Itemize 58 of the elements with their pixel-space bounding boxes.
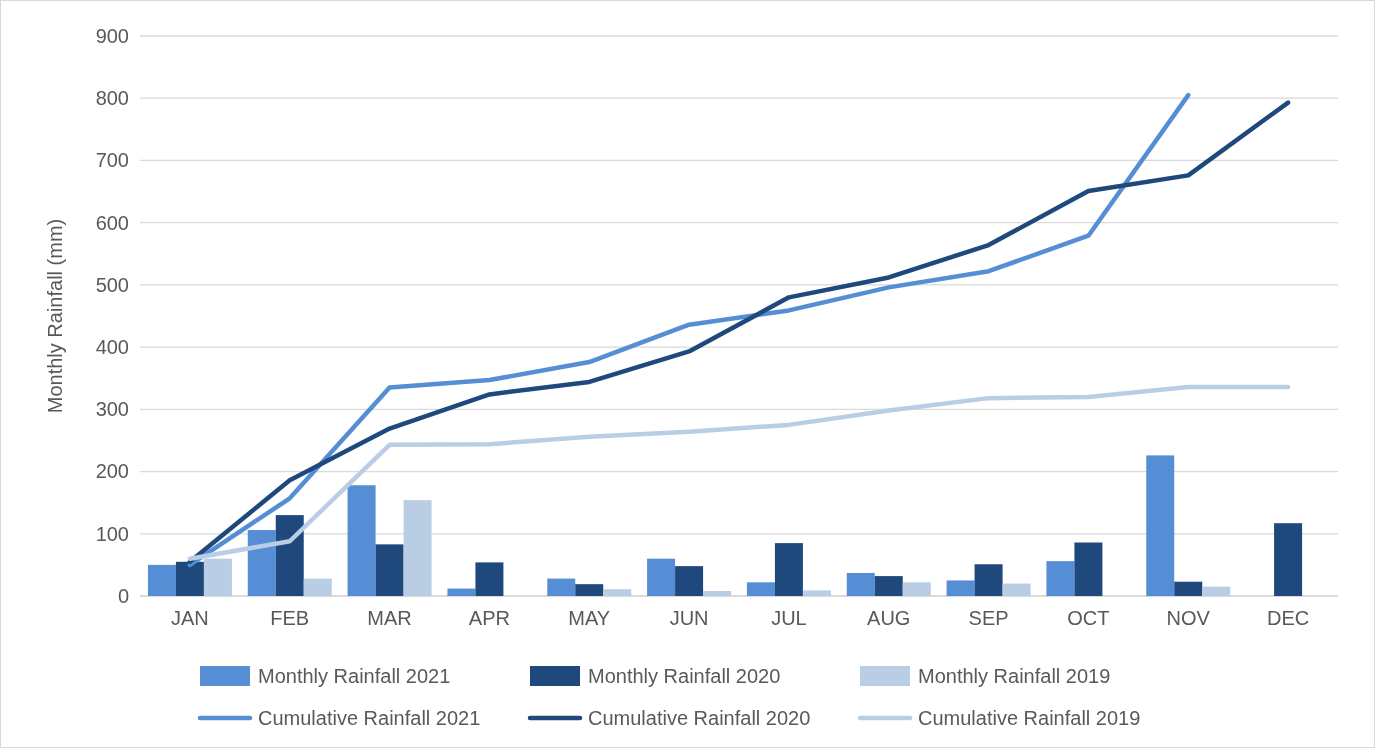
legend-label: Cumulative Rainfall 2019 (918, 707, 1141, 729)
x-tick-label: AUG (867, 607, 911, 629)
y-axis-title: Monthly Rainfall (mm) (44, 218, 66, 414)
bar (1002, 583, 1031, 596)
x-tick-label: OCT (1067, 607, 1110, 629)
bar (874, 576, 903, 596)
x-tick-label: DEC (1266, 607, 1310, 629)
y-tick-label: 900 (95, 24, 129, 47)
x-tick-label: JUL (771, 607, 807, 629)
bar (675, 566, 704, 596)
y-tick-label: 500 (95, 273, 129, 296)
x-tick-label: SEP (968, 607, 1009, 629)
bar (303, 578, 332, 596)
bar (147, 564, 176, 596)
x-tick-label: JUN (669, 607, 709, 629)
y-tick-label: 300 (95, 398, 129, 421)
bar (347, 485, 376, 596)
bar (946, 580, 975, 596)
bar (403, 500, 432, 596)
bar (1074, 542, 1103, 596)
x-tick-label: NOV (1166, 607, 1211, 629)
y-tick-label: 800 (95, 87, 129, 110)
legend-label: Monthly Rainfall 2020 (588, 665, 781, 687)
bar (1274, 523, 1303, 596)
legend-label: Cumulative Rainfall 2020 (588, 707, 811, 729)
bar (1174, 581, 1203, 596)
bar (1202, 586, 1231, 596)
bar (547, 578, 576, 596)
legend-label: Cumulative Rainfall 2021 (258, 707, 481, 729)
bar (746, 582, 775, 596)
bar (1146, 455, 1175, 596)
bar (774, 543, 803, 596)
legend-label: Monthly Rainfall 2021 (258, 665, 451, 687)
x-tick-label: MAR (367, 607, 412, 629)
bar (375, 544, 404, 596)
y-tick-label: 400 (95, 336, 129, 359)
x-tick-label: FEB (270, 607, 310, 629)
x-tick-label: JAN (171, 607, 209, 629)
x-tick-label: MAY (568, 607, 611, 629)
bar (647, 558, 676, 596)
bar (846, 572, 875, 596)
y-tick-label: 600 (95, 211, 129, 234)
bar (974, 564, 1003, 596)
legend-label: Monthly Rainfall 2019 (918, 665, 1111, 687)
y-tick-label: 200 (95, 460, 129, 483)
bar (603, 589, 632, 596)
y-tick-label: 0 (117, 584, 129, 607)
bar (1046, 561, 1075, 596)
bar (447, 588, 476, 596)
y-tick-label: 700 (95, 149, 129, 172)
bar (475, 562, 504, 596)
bar (902, 582, 931, 596)
bar (575, 584, 604, 596)
y-tick-label: 100 (95, 522, 129, 545)
bar (703, 591, 732, 596)
bar (275, 515, 304, 596)
bar (802, 590, 831, 596)
x-tick-label: APR (468, 607, 510, 629)
